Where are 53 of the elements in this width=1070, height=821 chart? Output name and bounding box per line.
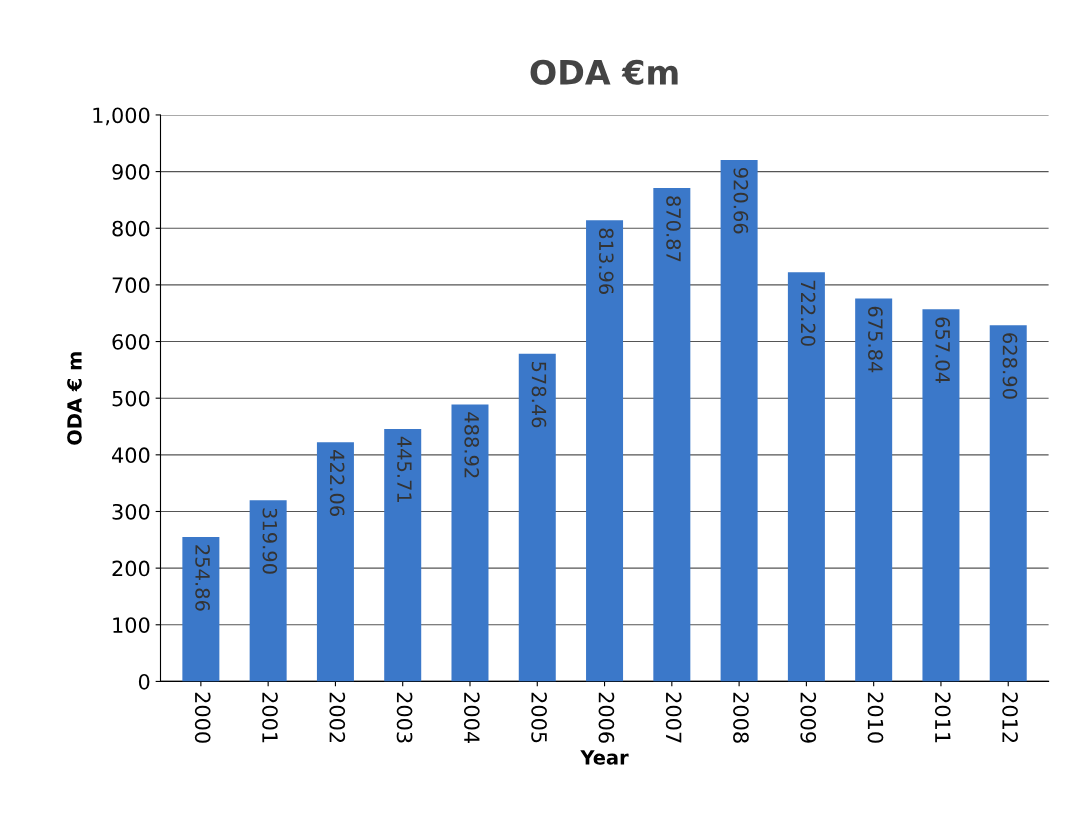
y-tick-label: 1,000 (93, 107, 150, 126)
x-tick-label: 2008 (733, 692, 749, 743)
y-axis-title: ODA € m (67, 352, 82, 445)
y-tick-label: 400 (112, 447, 150, 464)
x-axis-title: Year (580, 750, 629, 765)
x-tick-label: 2005 (531, 692, 547, 743)
bar (182, 537, 220, 682)
data-label: 920.66 (733, 167, 749, 234)
data-label: 445.71 (397, 436, 412, 502)
bar (989, 325, 1027, 682)
y-tick-label: 700 (112, 277, 150, 294)
y-tick-label: 500 (112, 390, 150, 407)
x-tick-label: 2004 (463, 692, 480, 743)
y-tick-label: 900 (112, 164, 150, 180)
bar (451, 404, 489, 682)
x-tick-label: 2002 (329, 692, 346, 743)
y-tick-label: 100 (113, 617, 150, 633)
chart-title: ODA €m (530, 59, 678, 85)
data-label: 813.96 (598, 228, 614, 294)
data-label: 675.84 (868, 306, 883, 373)
bar (384, 428, 422, 682)
data-label: 628.90 (1002, 333, 1018, 399)
data-label: 722.20 (800, 280, 816, 346)
data-label: 870.87 (666, 196, 681, 262)
bar (787, 272, 825, 682)
y-tick-label: 600 (112, 333, 150, 350)
x-tick-label: 2006 (598, 692, 615, 743)
x-tick-label: 2000 (194, 692, 211, 743)
x-tick-label: 2010 (867, 692, 884, 743)
data-label: 254.86 (195, 545, 210, 611)
bar (855, 298, 893, 682)
bar (653, 188, 691, 682)
bar (518, 353, 556, 682)
bar (316, 442, 354, 682)
data-label: 319.90 (262, 508, 278, 574)
data-label: 488.92 (464, 412, 480, 478)
x-tick-label: 2009 (800, 692, 817, 743)
bar (720, 159, 758, 682)
bar (922, 309, 960, 682)
y-tick-label: 0 (138, 673, 150, 690)
y-tick-label: 800 (112, 220, 150, 237)
x-tick-label: 2012 (1002, 692, 1018, 743)
x-tick-label: 2011 (934, 692, 951, 743)
data-label: 422.06 (329, 450, 345, 516)
bar (249, 500, 287, 682)
data-label: 657.04 (935, 317, 951, 383)
y-tick-label: 200 (112, 560, 150, 577)
bar (586, 220, 624, 682)
y-tick-label: 300 (112, 503, 150, 520)
x-tick-label: 2001 (262, 692, 278, 743)
x-tick-label: 2007 (665, 692, 682, 743)
x-tick-label: 2003 (396, 692, 413, 743)
data-label: 578.46 (531, 362, 547, 428)
